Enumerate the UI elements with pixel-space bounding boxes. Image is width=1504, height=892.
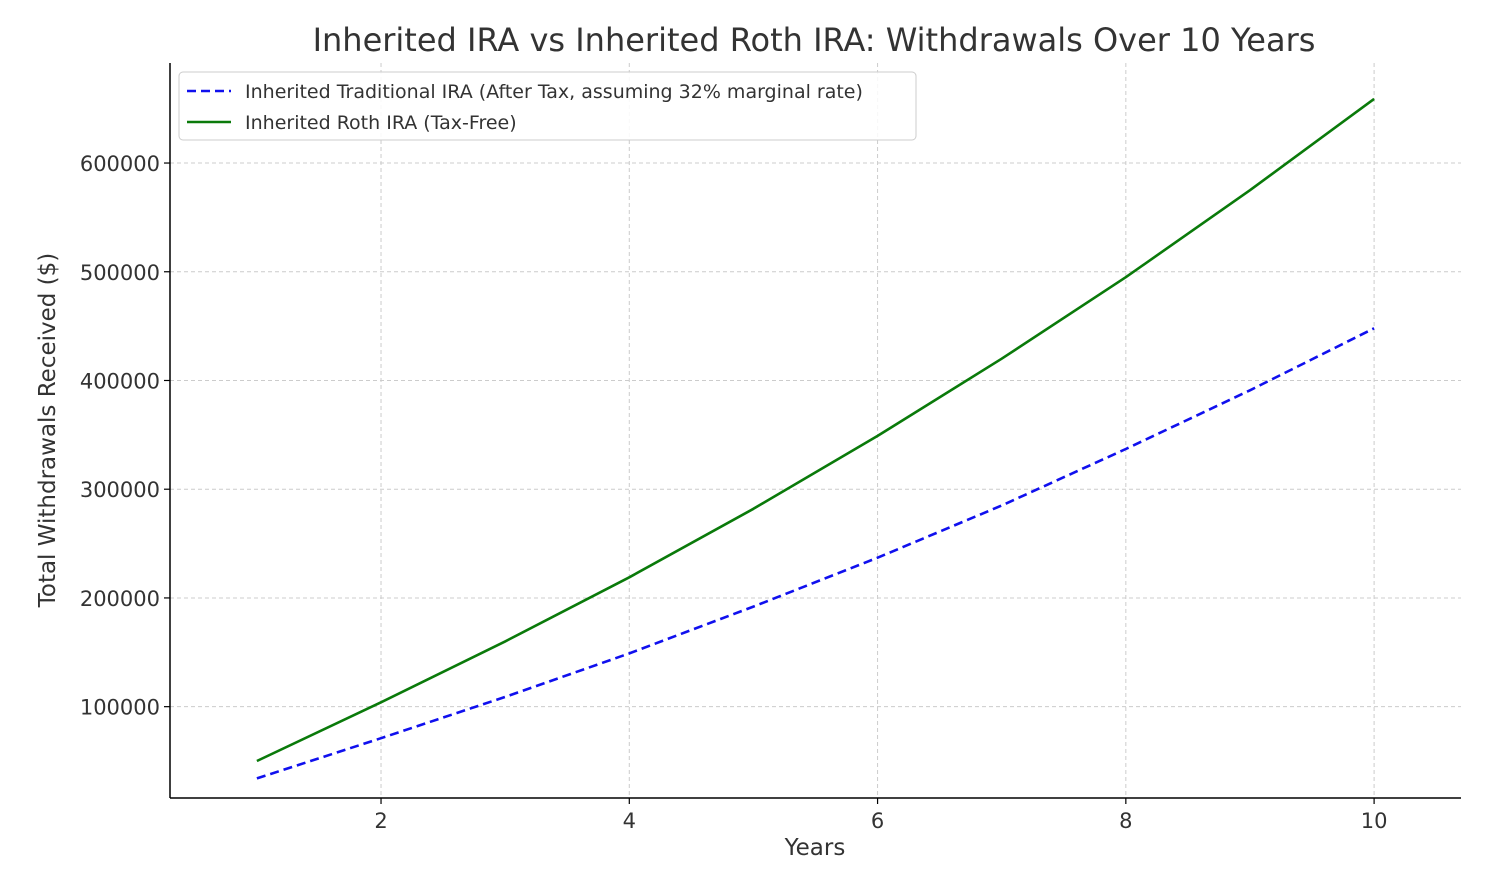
y-tick-label: 200000 — [80, 587, 160, 611]
x-tick-label: 4 — [623, 809, 636, 833]
y-tick-label: 400000 — [80, 369, 160, 393]
legend-box — [178, 71, 917, 141]
y-tick-label: 600000 — [80, 152, 160, 176]
x-tick-label: 2 — [374, 809, 387, 833]
y-axis-label: Total Withdrawals Received ($) — [35, 253, 61, 609]
y-tick-label: 100000 — [80, 696, 160, 720]
y-tick-label: 500000 — [80, 261, 160, 285]
tick-labels: 2 4 6 8 10 100000 200000 300000 400000 500000 6000… — [80, 152, 1388, 833]
legend: Inherited Traditional IRA (After Tax, as… — [178, 71, 917, 141]
x-tick-label: 10 — [1361, 809, 1388, 833]
axes — [169, 63, 1461, 799]
x-axis-label: Years — [784, 835, 846, 861]
grid-lines — [170, 63, 1461, 798]
series-lines — [256, 97, 1375, 780]
y-tick-label: 300000 — [80, 478, 160, 502]
series-line-2 — [256, 97, 1375, 763]
legend-label-2: Inherited Roth IRA (Tax-Free) — [245, 112, 517, 134]
x-tick-label: 6 — [871, 809, 884, 833]
x-tick-label: 8 — [1119, 809, 1132, 833]
legend-label-1: Inherited Traditional IRA (After Tax, as… — [245, 81, 863, 103]
series-line-1 — [256, 327, 1375, 780]
chart-title: Inherited IRA vs Inherited Roth IRA: Wit… — [313, 21, 1316, 59]
